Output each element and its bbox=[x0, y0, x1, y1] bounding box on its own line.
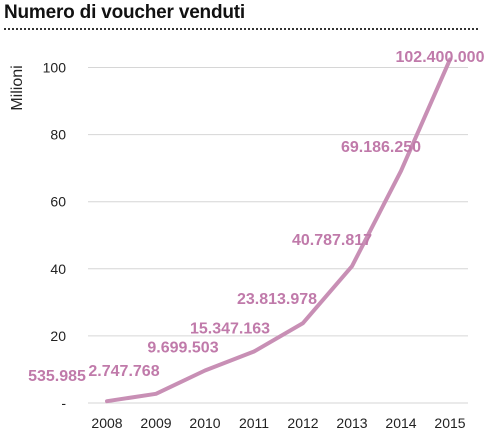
chart-title: Numero di voucher venduti bbox=[4, 2, 245, 23]
data-label: 15.347.163 bbox=[190, 321, 270, 338]
y-tick-label: 60 bbox=[50, 194, 66, 210]
title-divider bbox=[4, 28, 478, 30]
y-tick-label: 20 bbox=[50, 328, 66, 344]
x-tick-label: 2009 bbox=[140, 415, 171, 431]
y-tick-label: - bbox=[61, 395, 66, 411]
gridlines bbox=[88, 67, 468, 404]
x-tick-label: 2012 bbox=[287, 415, 318, 431]
y-tick-label: 40 bbox=[50, 261, 66, 277]
x-tick-label: 2014 bbox=[385, 415, 416, 431]
y-tick-label: 100 bbox=[43, 60, 67, 76]
x-tick-label: 2010 bbox=[189, 415, 220, 431]
x-tick-label: 2008 bbox=[91, 415, 122, 431]
x-tick-label: 2015 bbox=[434, 415, 465, 431]
series-line bbox=[105, 57, 452, 404]
x-tick-label: 2011 bbox=[239, 415, 269, 431]
data-label: 102.400.000 bbox=[396, 49, 484, 66]
x-tick-label: 2013 bbox=[336, 415, 367, 431]
y-tick-label: 80 bbox=[50, 127, 66, 143]
data-label: 23.813.978 bbox=[237, 291, 317, 308]
y-axis-label: Milioni bbox=[9, 65, 26, 110]
data-label: 535.985 bbox=[28, 368, 86, 385]
data-label: 9.699.503 bbox=[147, 339, 218, 356]
data-label: 40.787.817 bbox=[292, 232, 372, 249]
data-label: 2.747.768 bbox=[88, 363, 159, 380]
x-axis-ticks: 2008 2009 2010 2011 2012 2013 2014 2015 bbox=[91, 415, 465, 431]
data-label: 69.186.250 bbox=[341, 139, 421, 156]
series-polyline bbox=[105, 57, 452, 404]
y-axis-ticks: - 20 40 60 80 100 bbox=[43, 60, 67, 412]
